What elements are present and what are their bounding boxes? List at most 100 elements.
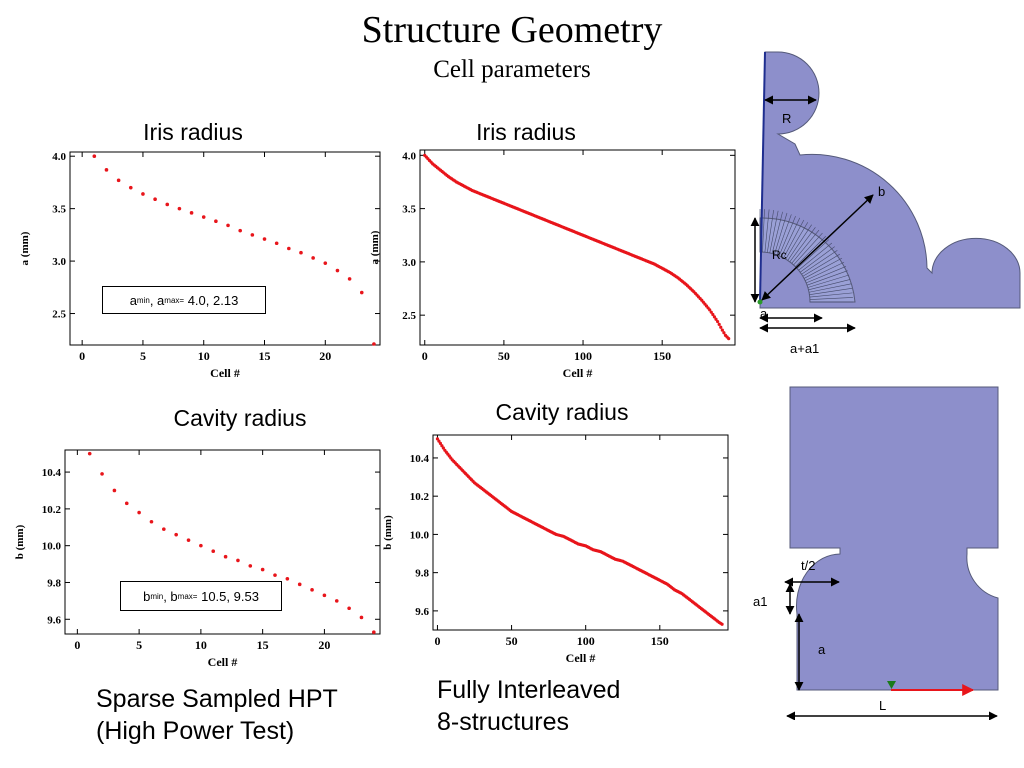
data-point — [708, 308, 712, 312]
iris-box-symbol: a — [129, 292, 137, 308]
data-point — [250, 233, 255, 237]
axis-green-marker — [887, 681, 896, 689]
y-tick-label: 2.5 — [402, 310, 416, 322]
x-axis-label: Cell # — [566, 651, 596, 665]
dim-b-label: b — [878, 184, 885, 199]
dim-Rc-label: Rc — [772, 248, 787, 262]
data-point — [435, 437, 440, 441]
data-point — [116, 178, 121, 183]
data-point — [359, 615, 364, 620]
iris-box-sub-max: max= — [164, 295, 185, 305]
data-point — [299, 250, 303, 255]
y-axis-label: b (mm) — [14, 524, 26, 559]
data-point — [372, 630, 376, 634]
x-tick-label: 15 — [257, 638, 269, 652]
data-point — [310, 588, 314, 592]
y-tick-label: 9.6 — [415, 606, 429, 618]
data-point — [236, 558, 240, 563]
dim-a-a1-label: a+a1 — [790, 341, 819, 356]
data-point — [322, 593, 327, 598]
data-point — [223, 554, 228, 559]
chart-title-cavity-sparse: Cavity radius — [173, 405, 307, 431]
data-point — [211, 549, 216, 553]
x-tick-label: 0 — [422, 349, 428, 363]
data-point — [174, 532, 178, 537]
x-tick-label: 50 — [506, 634, 518, 648]
iris-box-sub-min: min — [136, 295, 150, 305]
data-point — [128, 185, 133, 190]
data-point — [92, 154, 97, 158]
data-point — [214, 219, 218, 224]
x-tick-label: 100 — [577, 634, 595, 648]
data-point — [722, 331, 726, 335]
x-tick-label: 5 — [136, 638, 142, 652]
x-tick-label: 150 — [651, 634, 669, 648]
data-point — [323, 261, 328, 265]
dim-a-label-bottom: a — [818, 642, 826, 657]
cavity-box-sub-min: min — [150, 591, 164, 601]
y-axis-label: a (mm) — [19, 231, 31, 265]
y-tick-label: 4.0 — [52, 151, 66, 163]
cavity-box-symbol: b — [143, 588, 151, 604]
caption-interleaved-line1: Fully Interleaved — [437, 676, 621, 704]
y-axis-label: a (mm) — [369, 230, 381, 264]
x-axis-label: Cell # — [208, 655, 238, 669]
cavity-range-box: b min, b max= 10.5, 9.53 — [120, 581, 282, 611]
data-point — [709, 310, 713, 314]
dim-t2-label: t/2 — [801, 558, 815, 573]
data-point — [359, 290, 364, 295]
y-tick-label: 9.8 — [415, 568, 429, 580]
data-point — [260, 567, 265, 572]
data-point — [335, 268, 340, 273]
y-tick-label: 3.5 — [52, 204, 66, 216]
caption-sparse-line2: (High Power Test) — [96, 717, 295, 745]
data-point — [719, 325, 723, 329]
x-tick-label: 10 — [198, 349, 210, 363]
y-tick-label: 3.0 — [52, 256, 66, 268]
cavity-box-mid: , b — [163, 588, 178, 604]
chart-title-iris-sparse: Iris radius — [143, 119, 243, 145]
axis-line — [759, 51, 766, 303]
dim-a-label: a — [760, 306, 768, 321]
y-axis-label: b (mm) — [382, 515, 394, 550]
x-tick-label: 100 — [574, 349, 592, 363]
cavity-box-values: 10.5, 9.53 — [201, 588, 259, 604]
x-tick-label: 0 — [434, 634, 440, 648]
data-point — [285, 577, 290, 581]
x-axis-label: Cell # — [563, 366, 593, 380]
data-point — [137, 510, 141, 515]
chart-title-cavity-full: Cavity radius — [495, 399, 629, 425]
data-point — [141, 192, 145, 196]
data-point — [87, 451, 92, 456]
iris-box-values: 4.0, 2.13 — [187, 292, 239, 308]
caption-sparse-hpt: Sparse Sampled HPT (High Power Test) — [96, 683, 338, 747]
x-tick-label: 10 — [195, 638, 207, 652]
data-point — [238, 228, 242, 233]
data-point — [717, 322, 721, 326]
x-tick-label: 15 — [259, 349, 271, 363]
data-point — [712, 315, 717, 319]
x-tick-label: 50 — [498, 349, 510, 363]
chart-cavity-full: 0 50 100 150 9.6 9.8 10.0 10.2 10.4 Cell # b (mm) — [382, 434, 729, 665]
data-point — [714, 317, 718, 321]
plot-frame — [419, 149, 736, 346]
cavity-box-sub-max: max= — [177, 591, 198, 601]
data-point — [199, 543, 203, 548]
caption-interleaved-line2: 8-structures — [437, 708, 569, 736]
y-tick-label: 10.0 — [410, 529, 430, 541]
data-point — [201, 215, 206, 219]
data-point — [334, 599, 339, 603]
data-point — [226, 223, 230, 228]
data-point — [441, 446, 445, 450]
y-tick-label: 10.4 — [410, 453, 430, 465]
x-tick-label: 0 — [79, 349, 85, 363]
cell-cross-section-diagram: t/2 a1 a L — [753, 386, 999, 720]
y-tick-label: 2.5 — [52, 309, 66, 321]
dim-R-label: R — [782, 111, 791, 126]
plot-frame — [69, 151, 381, 346]
chart-title-iris-full: Iris radius — [476, 119, 576, 145]
data-point — [248, 564, 253, 568]
data-point — [177, 206, 182, 211]
y-tick-label: 3.5 — [402, 204, 416, 216]
plot-frame — [64, 449, 381, 635]
